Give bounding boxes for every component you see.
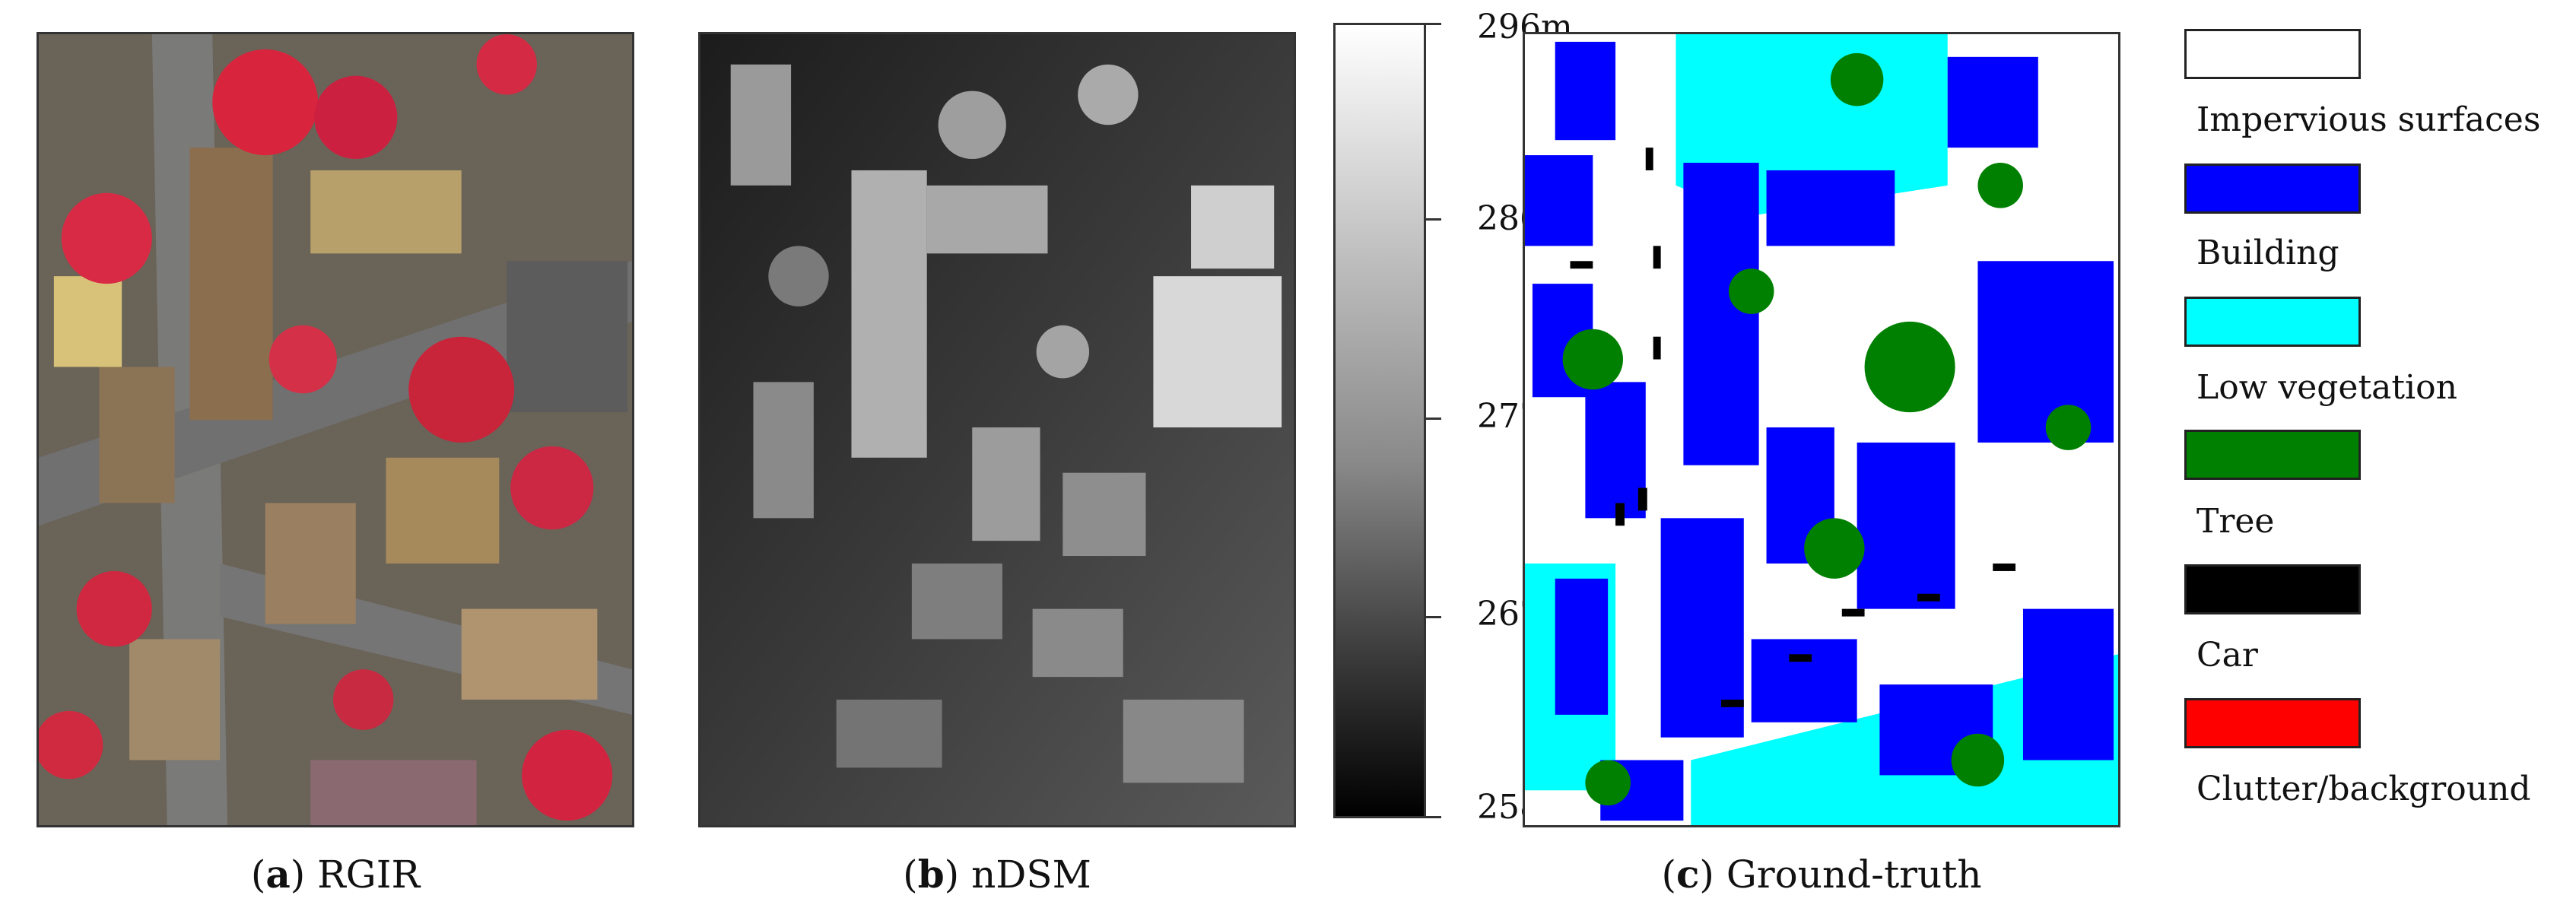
- legend-label: Clutter/background: [2196, 770, 2531, 808]
- caption-letter: b: [917, 852, 945, 897]
- colorbar-gradient: [1333, 23, 1426, 818]
- caption-rgir: (a) RGIR: [250, 852, 421, 897]
- legend-label: Impervious surfaces: [2196, 100, 2541, 139]
- legend-label: Tree: [2196, 502, 2275, 541]
- legend-swatch-building: [2184, 164, 2361, 214]
- caption-letter: c: [1676, 852, 1700, 897]
- caption-letter: a: [265, 852, 291, 897]
- caption-text: RGIR: [305, 853, 421, 897]
- caption-text: Ground-truth: [1714, 853, 1982, 897]
- legend-label: Building: [2196, 233, 2339, 272]
- colorbar: [1333, 23, 1466, 818]
- legend-swatch-impervious: [2184, 29, 2361, 79]
- ndsm-image: [698, 32, 1296, 827]
- caption-text: nDSM: [959, 853, 1091, 897]
- legend-swatch-car: [2184, 564, 2361, 614]
- legend-label: Car: [2196, 636, 2258, 675]
- rgir-image: [37, 32, 634, 827]
- legend-swatch-clutter: [2184, 698, 2361, 748]
- legend-swatch-low-vegetation: [2184, 297, 2361, 347]
- caption-ndsm: (b) nDSM: [903, 852, 1091, 897]
- legend-swatch-tree: [2184, 430, 2361, 480]
- caption-ground-truth: (c) Ground-truth: [1661, 852, 1982, 897]
- legend-label: Low vegetation: [2196, 368, 2457, 407]
- ground-truth-image: [1523, 32, 2120, 827]
